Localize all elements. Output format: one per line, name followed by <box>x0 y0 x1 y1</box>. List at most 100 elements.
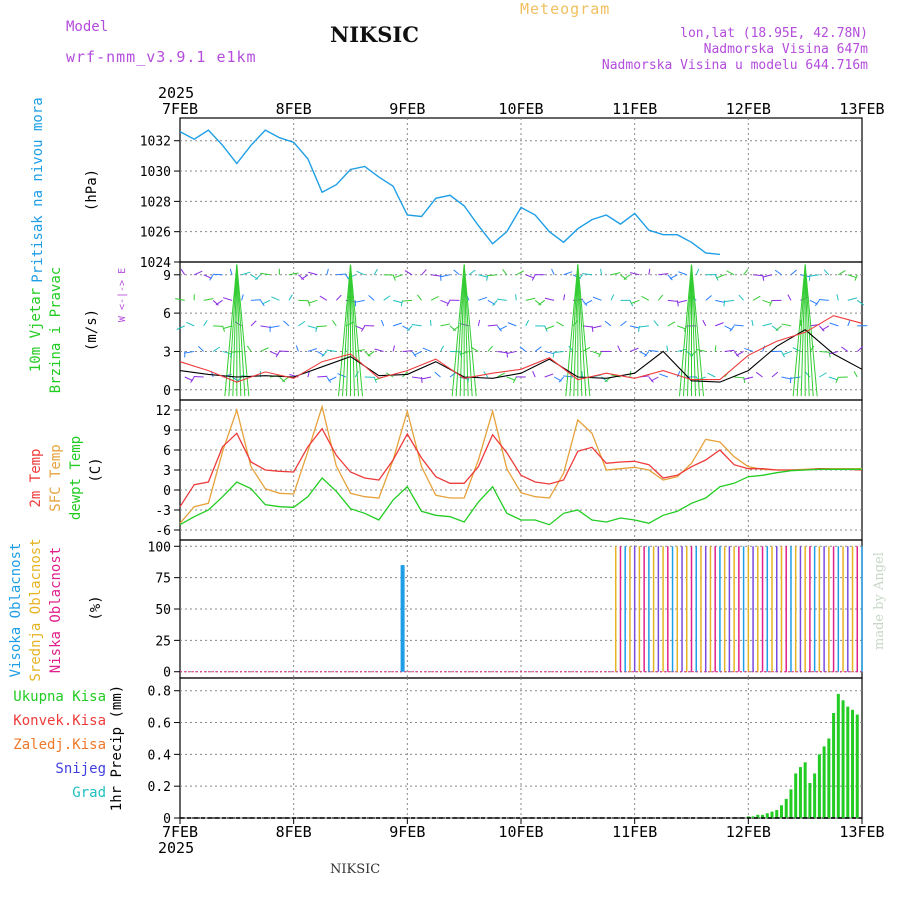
wind-barb <box>667 321 676 327</box>
wind-barb <box>326 376 332 383</box>
wind-barb <box>241 271 251 276</box>
wind-barb <box>487 274 498 277</box>
wind-gust-fan <box>691 264 696 397</box>
precip-bar <box>746 816 750 818</box>
wind-barb <box>667 274 673 281</box>
temp2m-axis-title: 2m Temp <box>28 448 44 507</box>
wind-barb <box>736 351 744 357</box>
wind-barb <box>406 325 413 332</box>
time-label-top: 12FEB <box>726 100 771 118</box>
pressure-ytick-label: 1028 <box>140 195 171 210</box>
wind-barb <box>648 376 654 383</box>
wind-barb <box>229 268 233 275</box>
wind-barb <box>726 270 735 276</box>
wind-gust-fan <box>346 264 351 397</box>
wind-barb <box>176 325 185 330</box>
wind-barb <box>641 295 650 301</box>
time-label-top: 10FEB <box>498 100 543 118</box>
wind-barb <box>439 274 442 281</box>
wind-barb <box>544 350 555 355</box>
wind-barb <box>696 348 706 352</box>
wind-barb <box>563 271 573 276</box>
wind-barb <box>241 294 244 301</box>
wind-barb <box>676 300 679 307</box>
wind-gust-fan <box>691 264 700 397</box>
wind-barb <box>203 298 214 301</box>
wind-barb <box>819 350 830 353</box>
wind-barb <box>648 349 659 352</box>
year-label-bottom: 2025 <box>158 839 194 857</box>
wind-barb <box>734 376 745 379</box>
wind-barb <box>545 325 555 330</box>
footer-station: NIKSIC <box>330 862 381 877</box>
pressure-ytick-label: 1024 <box>140 256 171 271</box>
wind-barb <box>319 295 328 301</box>
wind-barb <box>203 320 208 327</box>
time-label-top: 7FEB <box>162 100 198 118</box>
wind-barb <box>356 270 365 276</box>
wind-barb <box>440 274 451 278</box>
wind-barb <box>295 345 299 352</box>
wind-barb <box>411 324 422 327</box>
wind-barb <box>591 350 601 356</box>
precip-legend-item: Zaledj.Kisa <box>13 737 106 753</box>
wind-ytick-label: 9 <box>163 269 171 284</box>
wind-barb <box>468 269 476 276</box>
wind-gust-fan <box>577 264 583 397</box>
precip-bar <box>813 773 817 818</box>
wind-speed-line-black <box>179 329 863 383</box>
wind-barb <box>446 300 451 307</box>
wind-barb <box>402 299 413 302</box>
wind-barb <box>497 350 508 354</box>
wind-barb <box>515 294 517 301</box>
wind-barb <box>799 319 802 326</box>
clouds-ytick-label: 0 <box>163 666 171 681</box>
wind-barb <box>326 268 329 275</box>
wind-barb <box>392 299 403 304</box>
wind-gust-fan <box>459 264 465 397</box>
wind-barb <box>752 295 761 301</box>
time-label-top: 9FEB <box>389 100 425 118</box>
wind-barb <box>440 299 449 305</box>
temp-axis-unit: (C) <box>88 457 104 482</box>
wind-barb <box>809 299 818 305</box>
wind-barb <box>298 274 305 281</box>
wind-barb <box>738 294 744 301</box>
wind-barb <box>298 320 306 327</box>
wind-barb <box>393 274 403 279</box>
wind-gust-fan <box>565 264 579 397</box>
wind-barb <box>288 272 299 276</box>
wind-barb <box>743 376 746 384</box>
precip-bar <box>798 767 802 818</box>
wind-barb <box>337 373 346 378</box>
wind-barb <box>422 347 432 352</box>
pressure-ytick-label: 1026 <box>140 226 171 241</box>
wind-barb <box>531 274 536 281</box>
wind-barb <box>440 323 451 327</box>
wind-ytick-label: 6 <box>163 307 171 322</box>
precip-bar <box>817 754 821 818</box>
wind-barb <box>421 269 427 276</box>
wind-barb <box>516 270 525 276</box>
time-label-top: 11FEB <box>612 100 657 118</box>
wind-gust-fan <box>804 264 810 397</box>
wind-barb <box>336 273 347 276</box>
wind-barb <box>644 351 650 358</box>
wind-barb <box>417 294 422 301</box>
wind-barb <box>667 299 678 302</box>
wind-barb <box>781 323 792 327</box>
wind-barb <box>412 376 422 379</box>
wind-barb <box>814 300 820 307</box>
wind-barb <box>283 320 290 327</box>
high-cloud-axis-title: Visoka Oblacnost <box>8 543 24 678</box>
wind-barb <box>650 376 659 382</box>
wind-barb <box>260 325 271 328</box>
time-label-bottom: 13FEB <box>839 823 884 841</box>
time-label-bottom: 7FEB <box>162 823 198 841</box>
wind-barb <box>658 273 669 276</box>
wind-barb <box>676 371 681 378</box>
wind-barb <box>563 294 566 301</box>
wind-barb <box>477 319 481 326</box>
precip-legend-item: Konvek.Kisa <box>13 713 106 729</box>
wind-gust-fan <box>687 264 692 397</box>
